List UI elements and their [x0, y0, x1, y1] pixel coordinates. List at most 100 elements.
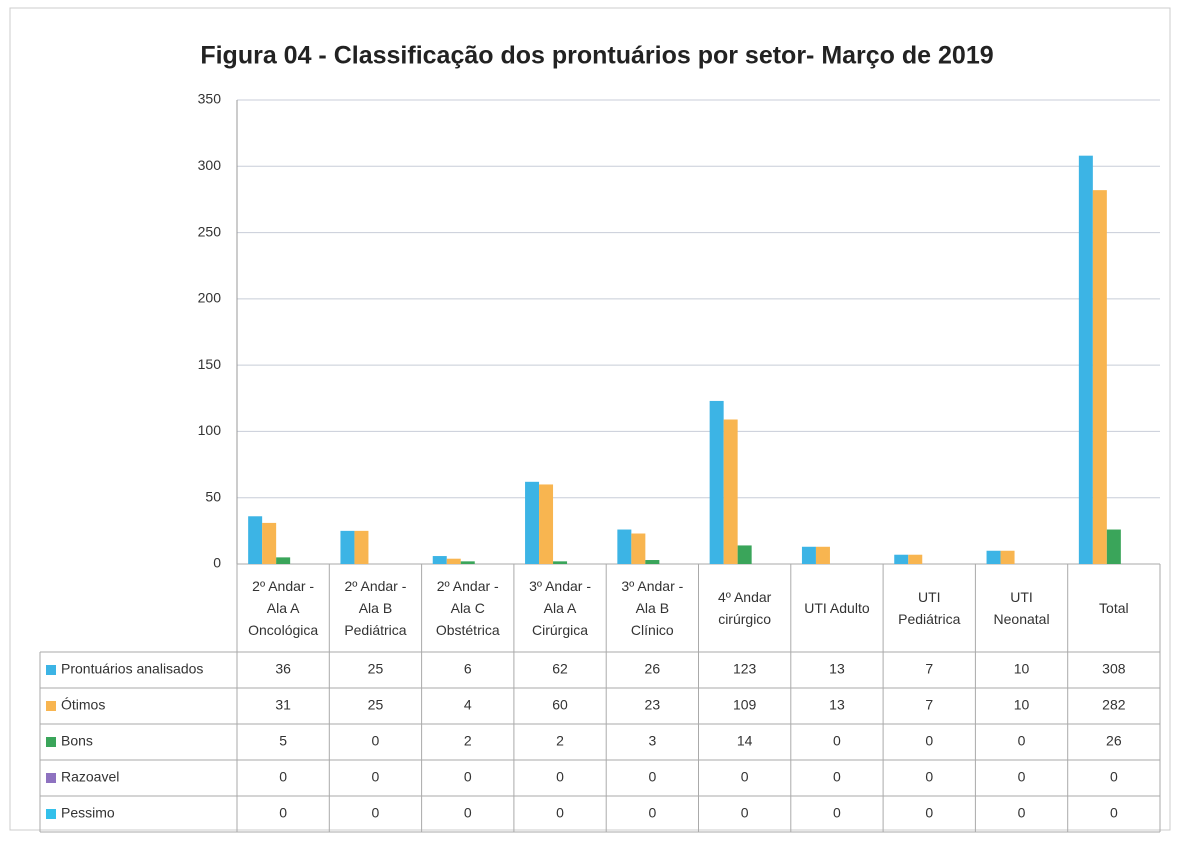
x-tick-label-box: UTI Neonatal [993, 589, 1050, 627]
table-value: 0 [648, 769, 656, 785]
table-value: 0 [833, 733, 841, 749]
bar [737, 545, 752, 564]
bar [908, 554, 923, 564]
table-value: 0 [556, 769, 564, 785]
x-tick-label-box: 2º Andar - Ala A Oncológica [248, 578, 319, 638]
x-tick-label: 2º Andar - Ala C Obstétrica [435, 578, 500, 638]
table-value: 0 [556, 805, 564, 821]
bar [617, 529, 632, 564]
bar [262, 522, 277, 564]
legend-swatch [46, 737, 56, 747]
y-tick-label: 250 [198, 223, 222, 239]
table-value: 7 [925, 661, 933, 677]
bar [1000, 550, 1015, 564]
table-value: 0 [925, 733, 933, 749]
table-value: 5 [279, 733, 287, 749]
table-value: 0 [648, 805, 656, 821]
x-tick-label: Total [1099, 600, 1129, 616]
bar [446, 558, 461, 564]
bar [248, 516, 263, 564]
chart-border [9, 7, 1171, 831]
y-tick-label: 50 [205, 488, 221, 504]
chart-title: Figura 04 - Classificação dos prontuário… [200, 42, 993, 70]
table-value: 3 [648, 733, 656, 749]
table-value: 26 [1106, 733, 1122, 749]
x-tick-label-box: UTI Adulto [804, 600, 870, 616]
table-value: 0 [464, 769, 472, 785]
legend-swatch [46, 809, 56, 819]
x-tick-label-box: 2º Andar - Ala B Pediátrica [344, 578, 406, 638]
table-value: 282 [1102, 697, 1126, 713]
table-value: 0 [1018, 733, 1026, 749]
table-value: 14 [737, 733, 753, 749]
bar [525, 481, 540, 564]
y-tick-label: 150 [198, 356, 222, 372]
bar [894, 554, 909, 564]
x-tick-label: 3º Andar - Ala A Cirúrgica [529, 578, 591, 638]
x-tick-label: UTI Neonatal [993, 589, 1050, 627]
legend-label: Pessimo [61, 805, 115, 821]
legend-swatch [46, 773, 56, 783]
x-tick-label-box: 3º Andar - Ala A Cirúrgica [529, 578, 591, 638]
table-value: 10 [1014, 697, 1030, 713]
y-tick-label: 100 [198, 422, 222, 438]
table-value: 109 [733, 697, 757, 713]
bar [815, 546, 830, 564]
table-value: 0 [833, 805, 841, 821]
table-value: 0 [372, 733, 380, 749]
bar [801, 546, 816, 564]
table-value: 123 [733, 661, 757, 677]
table-value: 26 [645, 661, 661, 677]
legend-label: Bons [61, 733, 93, 749]
table-value: 10 [1014, 661, 1030, 677]
y-tick-label: 300 [198, 157, 222, 173]
table-value: 4 [464, 697, 472, 713]
bar [432, 556, 447, 564]
table-value: 60 [552, 697, 568, 713]
table-value: 23 [645, 697, 661, 713]
table-value: 308 [1102, 661, 1126, 677]
table-value: 0 [925, 769, 933, 785]
table-value: 0 [833, 769, 841, 785]
bar [553, 561, 568, 564]
table-value: 0 [464, 805, 472, 821]
table-value: 0 [1018, 805, 1026, 821]
table-value: 25 [368, 661, 384, 677]
bar [709, 400, 724, 564]
table-value: 13 [829, 661, 845, 677]
bar [276, 557, 291, 564]
bar [723, 419, 738, 564]
bar [1106, 529, 1121, 564]
bar [354, 530, 369, 564]
bar [1092, 190, 1107, 565]
table-value: 2 [556, 733, 564, 749]
x-tick-label-box: 3º Andar - Ala B Clínico [621, 578, 683, 638]
x-tick-label-box: UTI Pediátrica [898, 589, 961, 627]
x-tick-label: UTI Adulto [804, 600, 870, 616]
y-tick-label: 200 [198, 290, 222, 306]
table-value: 0 [372, 769, 380, 785]
table-value: 2 [464, 733, 472, 749]
x-tick-label-box: 4º Andar cirúrgico [718, 589, 771, 627]
table-value: 0 [1110, 805, 1118, 821]
bar [631, 533, 646, 564]
legend-label: Prontuários analisados [61, 661, 203, 677]
table-value: 13 [829, 697, 845, 713]
table-value: 0 [925, 805, 933, 821]
bar [986, 550, 1001, 564]
x-tick-label: UTI Pediátrica [898, 589, 961, 627]
x-tick-label: 2º Andar - Ala A Oncológica [248, 578, 319, 638]
legend-label: Ótimos [61, 697, 105, 713]
table-value: 0 [1110, 769, 1118, 785]
table-value: 0 [279, 769, 287, 785]
table-value: 31 [275, 697, 291, 713]
table-value: 25 [368, 697, 384, 713]
table-value: 0 [372, 805, 380, 821]
table-value: 62 [552, 661, 568, 677]
table-value: 36 [275, 661, 291, 677]
table-value: 6 [464, 661, 472, 677]
x-tick-label-box: Total [1099, 600, 1129, 616]
table-value: 0 [279, 805, 287, 821]
legend-label: Razoavel [61, 769, 119, 785]
